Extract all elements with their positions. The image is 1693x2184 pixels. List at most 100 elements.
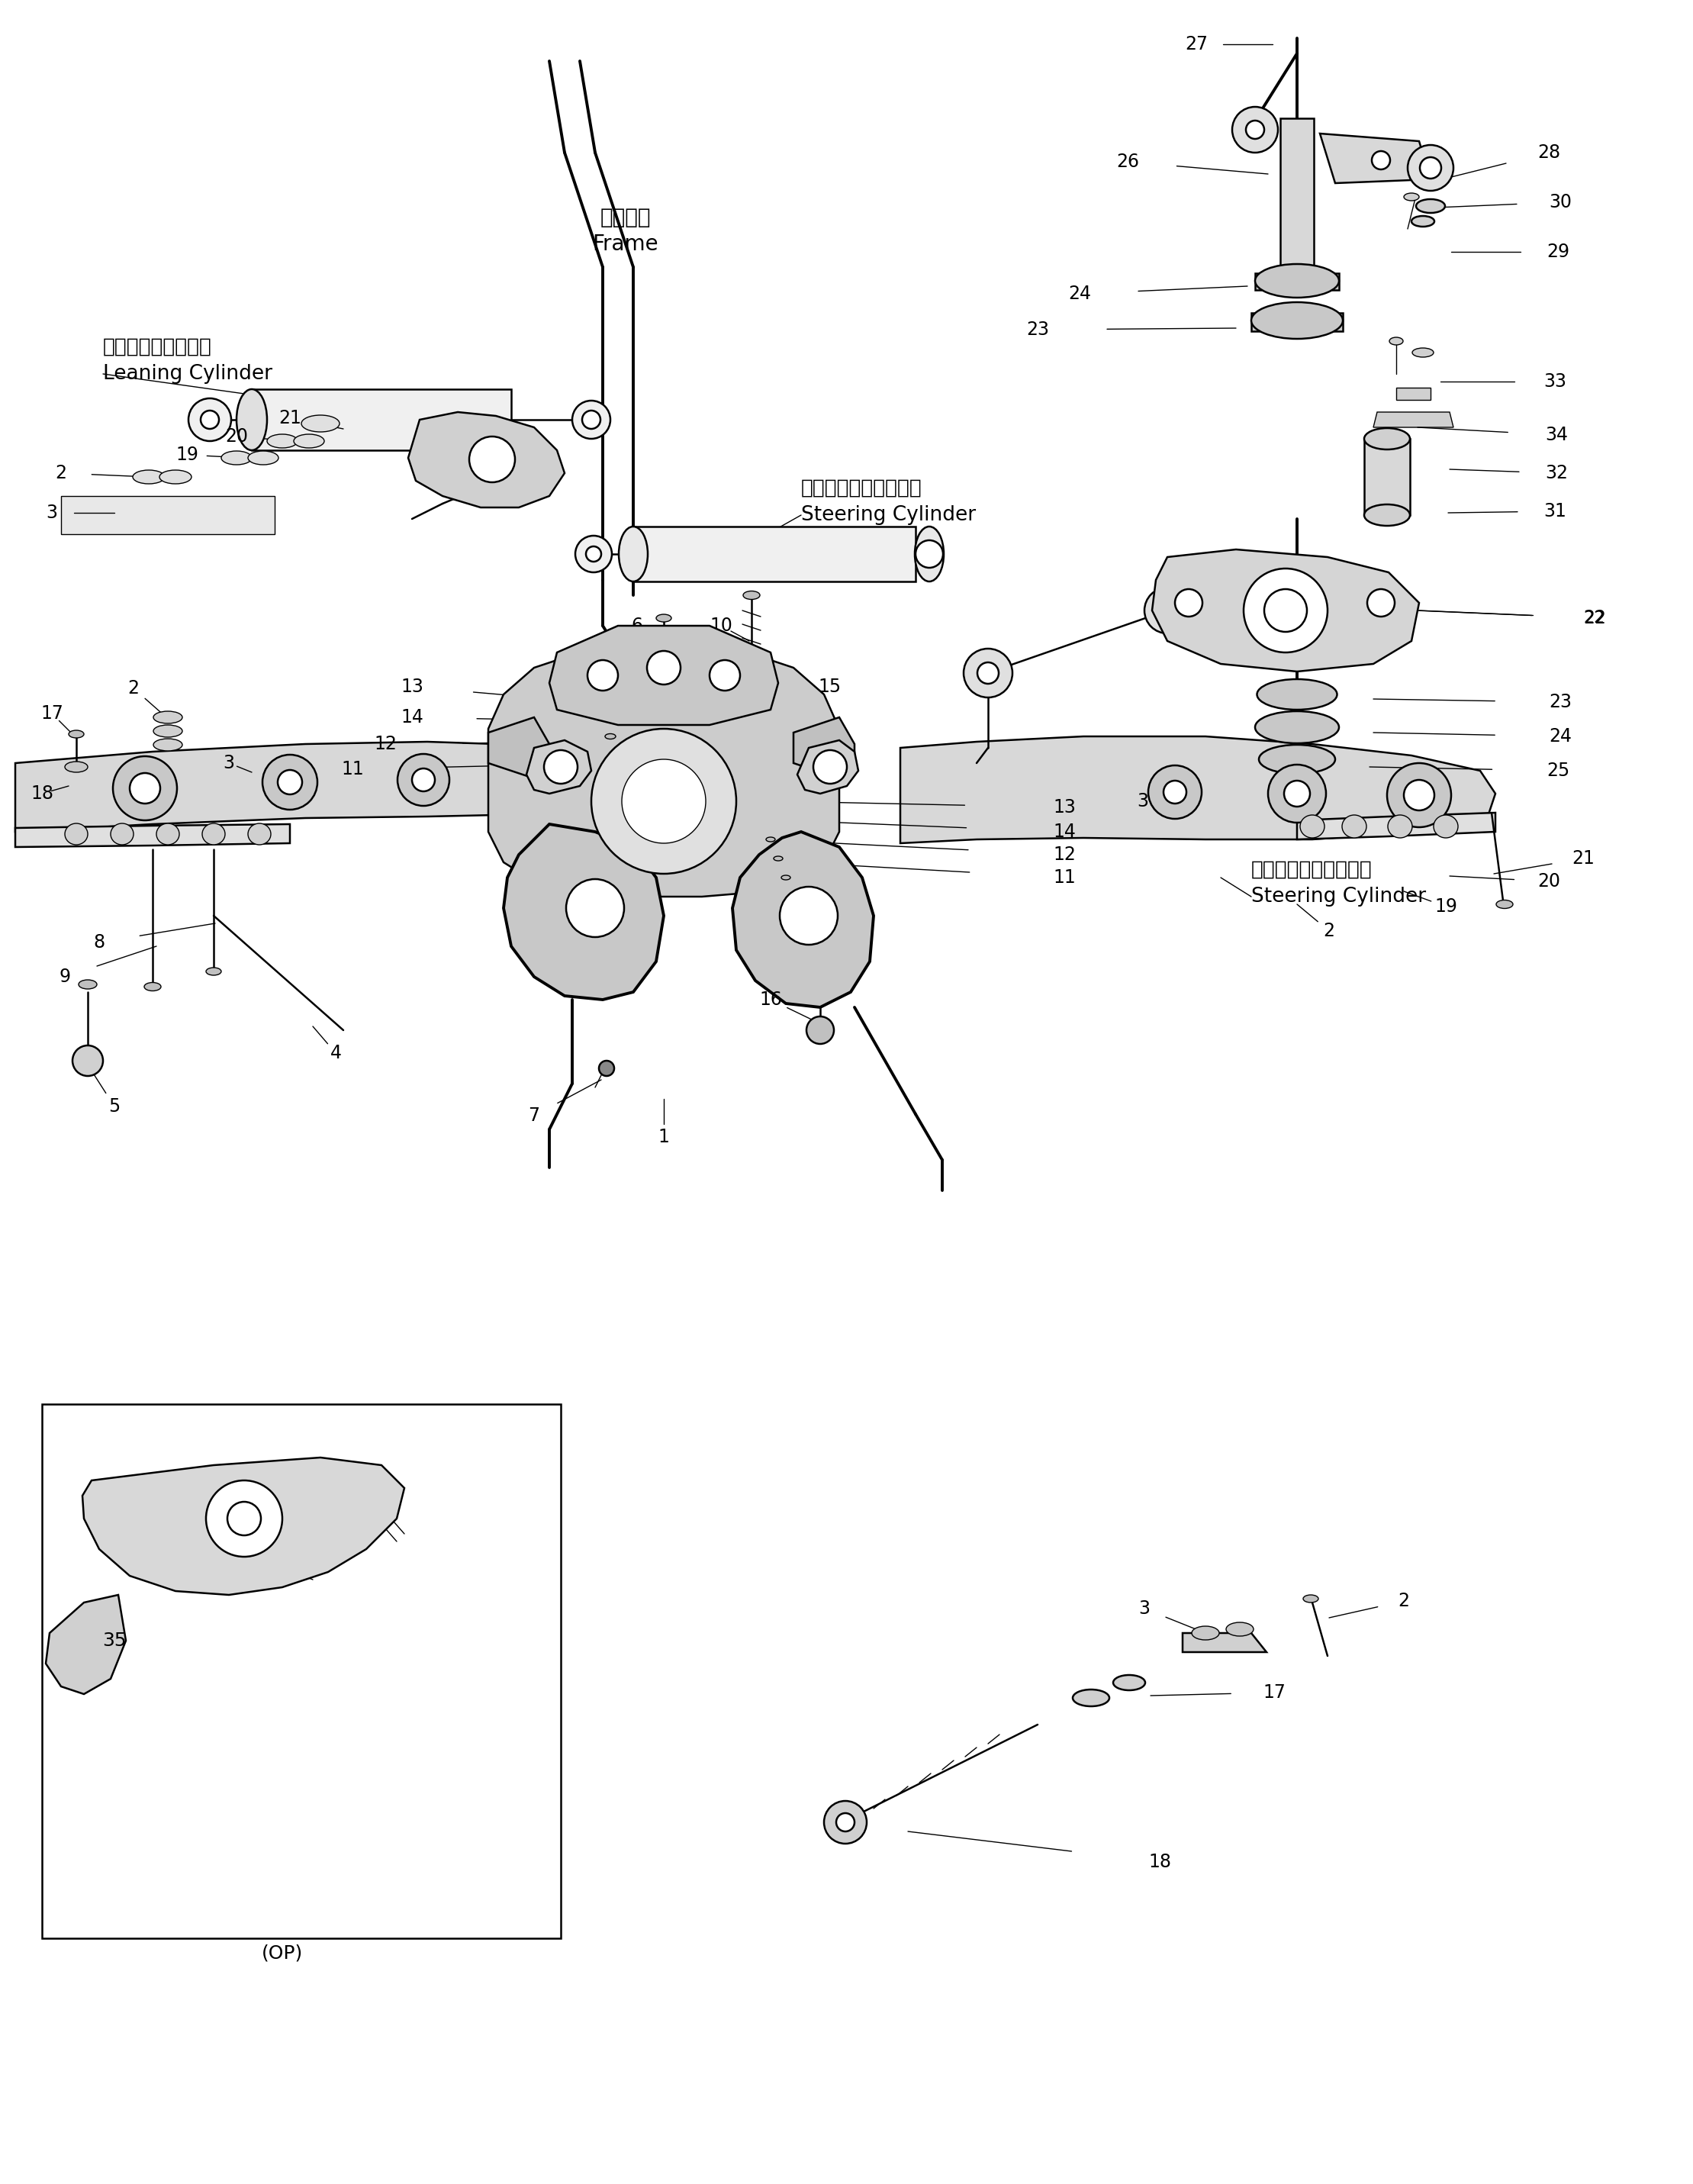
- Text: 28: 28: [1537, 144, 1561, 162]
- Ellipse shape: [201, 823, 225, 845]
- Circle shape: [1163, 780, 1187, 804]
- Ellipse shape: [780, 876, 791, 880]
- Ellipse shape: [743, 592, 760, 598]
- Ellipse shape: [132, 470, 164, 485]
- Text: 22: 22: [1583, 609, 1607, 627]
- Bar: [1251, 312, 1343, 332]
- Ellipse shape: [222, 450, 252, 465]
- Polygon shape: [1151, 550, 1419, 670]
- Text: 13: 13: [401, 677, 423, 697]
- Ellipse shape: [1114, 1675, 1144, 1690]
- Polygon shape: [797, 740, 858, 793]
- Ellipse shape: [589, 710, 601, 716]
- Circle shape: [587, 660, 618, 690]
- Circle shape: [227, 1503, 261, 1535]
- Circle shape: [130, 773, 161, 804]
- Text: 11: 11: [340, 760, 364, 778]
- Ellipse shape: [237, 389, 267, 450]
- Text: 33: 33: [1544, 373, 1566, 391]
- Circle shape: [1368, 590, 1395, 616]
- Text: 4: 4: [330, 1044, 342, 1061]
- Circle shape: [1175, 590, 1202, 616]
- Text: 27: 27: [1185, 35, 1207, 52]
- Text: 9: 9: [59, 968, 71, 985]
- Ellipse shape: [1255, 264, 1339, 297]
- Text: 10: 10: [709, 616, 733, 636]
- Text: 14: 14: [401, 708, 423, 727]
- Circle shape: [572, 400, 611, 439]
- Circle shape: [824, 1802, 867, 1843]
- Circle shape: [1407, 144, 1453, 190]
- Circle shape: [565, 880, 625, 937]
- Text: 12: 12: [1053, 845, 1075, 865]
- Text: 15: 15: [819, 677, 841, 697]
- Ellipse shape: [774, 856, 782, 860]
- Text: 23: 23: [1026, 321, 1050, 339]
- Text: 6: 6: [631, 616, 643, 636]
- Ellipse shape: [1497, 900, 1514, 909]
- Text: 3: 3: [1138, 793, 1148, 810]
- Polygon shape: [1297, 812, 1495, 839]
- Circle shape: [599, 1061, 615, 1077]
- Text: 3: 3: [223, 753, 235, 773]
- Circle shape: [806, 1016, 835, 1044]
- Circle shape: [411, 769, 435, 791]
- Ellipse shape: [604, 734, 616, 738]
- Bar: [1280, 118, 1314, 271]
- Circle shape: [1265, 590, 1307, 631]
- Ellipse shape: [574, 688, 586, 692]
- Ellipse shape: [1260, 745, 1336, 773]
- Text: 7: 7: [528, 1107, 540, 1125]
- Bar: [252, 389, 511, 450]
- Ellipse shape: [144, 983, 161, 992]
- Circle shape: [543, 749, 577, 784]
- Text: 25: 25: [1546, 762, 1569, 780]
- Text: 18: 18: [1148, 1852, 1172, 1872]
- Text: 19: 19: [1434, 898, 1458, 915]
- Text: ステアリングシリンダ: ステアリングシリンダ: [1251, 860, 1373, 880]
- Polygon shape: [503, 823, 664, 1000]
- Text: 20: 20: [225, 428, 247, 446]
- Circle shape: [469, 437, 515, 483]
- Circle shape: [113, 756, 178, 821]
- Ellipse shape: [620, 756, 631, 762]
- Polygon shape: [46, 1594, 125, 1695]
- Polygon shape: [1183, 1634, 1266, 1651]
- Circle shape: [1244, 568, 1327, 653]
- Ellipse shape: [1251, 301, 1343, 339]
- Circle shape: [278, 771, 301, 795]
- Ellipse shape: [207, 968, 222, 976]
- Ellipse shape: [1390, 336, 1403, 345]
- Circle shape: [262, 756, 317, 810]
- Circle shape: [916, 539, 943, 568]
- Ellipse shape: [1415, 199, 1446, 212]
- Ellipse shape: [1300, 815, 1324, 839]
- Ellipse shape: [247, 823, 271, 845]
- Ellipse shape: [618, 526, 648, 581]
- Text: 21: 21: [279, 408, 301, 428]
- Ellipse shape: [1365, 428, 1410, 450]
- Ellipse shape: [154, 738, 183, 751]
- Text: Steering Cylinder: Steering Cylinder: [1251, 887, 1426, 906]
- Text: 22: 22: [1585, 612, 1605, 627]
- Ellipse shape: [64, 762, 88, 773]
- Text: 29: 29: [1546, 242, 1569, 260]
- Ellipse shape: [1192, 1627, 1219, 1640]
- Circle shape: [73, 1046, 103, 1077]
- Text: 17: 17: [41, 705, 63, 723]
- Ellipse shape: [159, 470, 191, 485]
- Circle shape: [621, 760, 706, 843]
- Polygon shape: [15, 823, 290, 847]
- Text: 18: 18: [30, 784, 54, 804]
- Text: 21: 21: [1571, 850, 1595, 867]
- Polygon shape: [1373, 413, 1453, 428]
- Polygon shape: [794, 716, 855, 778]
- Polygon shape: [488, 716, 549, 778]
- Ellipse shape: [1304, 1594, 1319, 1603]
- Text: 19: 19: [176, 446, 198, 463]
- Circle shape: [398, 753, 449, 806]
- Circle shape: [576, 535, 611, 572]
- Polygon shape: [549, 627, 779, 725]
- Polygon shape: [733, 832, 874, 1007]
- Polygon shape: [527, 740, 591, 793]
